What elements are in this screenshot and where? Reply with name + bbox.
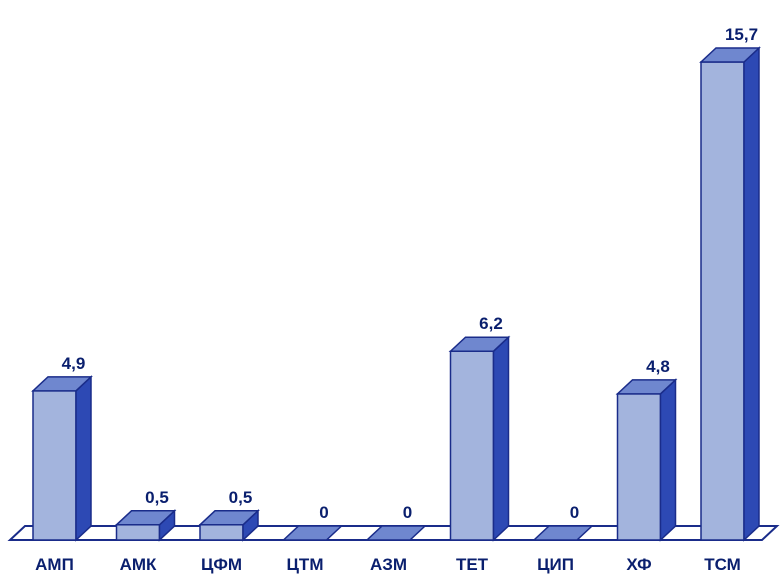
bar-side [75, 375, 92, 542]
bar-1 [31, 375, 93, 542]
value-label: 0 [319, 503, 328, 522]
category-label: ЦТМ [287, 555, 324, 574]
bar-side [659, 378, 677, 542]
bar-side [743, 46, 760, 542]
bar-front [700, 61, 745, 541]
bar-3 [198, 509, 260, 542]
value-label: 4,9 [62, 354, 86, 373]
category-label: АМК [120, 555, 157, 574]
bar-side [492, 335, 510, 542]
value-label: 6,2 [479, 314, 503, 333]
value-labels-group: 4,9 0,5 0,5 0 0 6,2 0 4,8 15,7 [62, 25, 758, 522]
bar-top [532, 525, 594, 541]
bar-top [448, 336, 511, 352]
bar-5 [365, 525, 427, 541]
bar-front [115, 524, 161, 541]
category-labels-group: АМП АМК ЦФМ ЦТМ АЗМ ТЕТ ЦИП ХФ ТСМ [35, 555, 741, 574]
bar-top [114, 510, 177, 526]
bar-6 [448, 335, 511, 542]
value-label: 15,7 [725, 25, 758, 44]
bar-top [198, 510, 260, 526]
category-label: АЗМ [370, 555, 407, 574]
category-label: ТСМ [704, 555, 741, 574]
value-label: 4,8 [646, 357, 670, 376]
value-label: 0 [403, 503, 412, 522]
bar-front [616, 393, 662, 541]
bar-8 [615, 378, 678, 542]
bar-top [699, 47, 761, 63]
value-label: 0 [570, 503, 579, 522]
bars-group [31, 46, 761, 542]
category-label: ЦИП [537, 555, 574, 574]
value-label: 0,5 [145, 488, 169, 507]
bar-2 [114, 509, 177, 542]
category-label: ЦФМ [201, 555, 242, 574]
bar-4 [281, 525, 344, 541]
category-label: ТЕТ [456, 555, 489, 574]
bar-front [199, 524, 244, 541]
value-label: 0,5 [229, 488, 253, 507]
bar-7 [532, 525, 594, 541]
category-label: ХФ [626, 555, 651, 574]
bar-front [449, 350, 495, 541]
bar-top [365, 525, 427, 541]
bar-front [32, 390, 77, 541]
bar-9 [699, 46, 761, 542]
category-label: АМП [35, 555, 74, 574]
bar-top [31, 376, 93, 392]
bar-top [615, 379, 678, 395]
bar-top [281, 525, 344, 541]
